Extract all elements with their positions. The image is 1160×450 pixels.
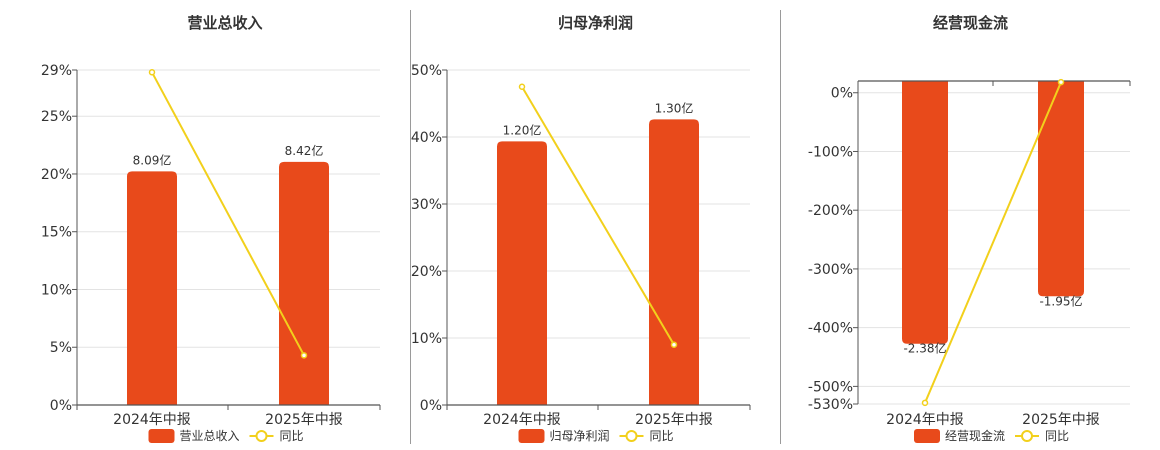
legend-label: 营业总收入 [180, 429, 240, 443]
x-tick-label: 2024年中报 [113, 412, 191, 428]
legend-swatch-point [255, 430, 268, 442]
panel-cash-flow: 经营现金流 -530% -500% -400% -300% -200% -100% 0% -2… [781, 0, 1160, 450]
chart-svg-cash-flow: -530% -500% -400% -300% -200% -100% 0% -2.38亿 -1… [808, 78, 1131, 443]
yoy-point [921, 399, 929, 407]
y-tick-label: 20% [41, 167, 72, 183]
yoy-point [518, 83, 526, 90]
y-tick-label: 0% [831, 86, 853, 102]
bar-data-label: 8.42亿 [285, 143, 324, 158]
legend-swatch-point [625, 430, 638, 442]
legend-swatch-bar [148, 429, 175, 443]
bar [127, 171, 177, 405]
bar-data-label: 8.09亿 [133, 152, 172, 167]
y-tick-label: -300% [808, 262, 853, 278]
y-tick-label: 20% [411, 264, 442, 280]
x-tick-label: 2024年中报 [483, 412, 561, 428]
x-tick-label: 2025年中报 [1022, 412, 1100, 428]
panel-divider [780, 10, 781, 444]
y-tick-label: 29% [41, 63, 72, 79]
legend-label: 同比 [280, 429, 304, 443]
panel-revenue: 营业总收入 0% 5% 10% 15% 20% 25% 29% 8.09亿 8.42亿 2024年… [40, 0, 410, 450]
bar-data-label: 1.20亿 [503, 122, 542, 137]
yoy-point [148, 69, 156, 76]
y-tick-label: -400% [808, 321, 853, 337]
yoy-line [151, 71, 305, 356]
yoy-point [300, 352, 308, 359]
y-tick-label: 40% [411, 130, 442, 146]
yoy-point [1057, 78, 1065, 86]
y-tick-label: 0% [420, 398, 442, 414]
y-tick-label: 25% [41, 109, 72, 125]
bar [649, 119, 699, 405]
yoy-point [670, 341, 678, 348]
chart-title: 营业总收入 [187, 14, 263, 32]
bar-data-label: 1.30亿 [655, 100, 694, 115]
y-tick-label: -100% [808, 144, 853, 160]
y-tick-label: 10% [411, 331, 442, 347]
bar-data-label: -2.38亿 [903, 341, 946, 356]
chart-title: 归母净利润 [557, 14, 633, 32]
y-tick-label: 0% [50, 398, 72, 414]
y-tick-label: 5% [50, 340, 72, 356]
bar [902, 81, 948, 344]
legend-swatch-bar [518, 429, 545, 443]
panel-net-profit: 归母净利润 0% 10% 20% 30% 40% 50% 1.20亿 1.30亿 2024年中报… [411, 0, 780, 450]
bar [497, 141, 547, 406]
y-tick-label: -500% [808, 379, 853, 395]
x-tick-label: 2024年中报 [886, 412, 964, 428]
bar [279, 161, 329, 405]
chart-title: 经营现金流 [932, 14, 1008, 32]
legend-label: 经营现金流 [945, 428, 1005, 443]
bar [1038, 81, 1084, 297]
panel-divider [410, 10, 411, 444]
y-tick-label: 15% [41, 225, 72, 241]
legend-swatch-point [1021, 430, 1033, 442]
legend-swatch-bar [914, 429, 940, 443]
y-tick-label: 30% [411, 197, 442, 213]
y-tick-label: -530% [808, 397, 853, 413]
chart-svg-revenue: 0% 5% 10% 15% 20% 25% 29% 8.09亿 8.42亿 2024年中报 2025… [41, 63, 381, 443]
chart-svg-net-profit: 0% 10% 20% 30% 40% 50% 1.20亿 1.30亿 2024年中报 2025年中… [411, 63, 751, 443]
legend-label: 归母净利润 [550, 429, 610, 443]
y-tick-label: 50% [411, 63, 442, 79]
bar-data-label: -1.95亿 [1039, 293, 1082, 308]
y-tick-label: -200% [808, 203, 853, 219]
yoy-line [521, 86, 675, 346]
legend-label: 同比 [650, 429, 674, 443]
yoy-line [924, 81, 1062, 404]
y-tick-label: 10% [41, 282, 72, 298]
legend-label: 同比 [1045, 429, 1069, 443]
x-tick-label: 2025年中报 [635, 412, 713, 428]
x-tick-label: 2025年中报 [265, 412, 343, 428]
